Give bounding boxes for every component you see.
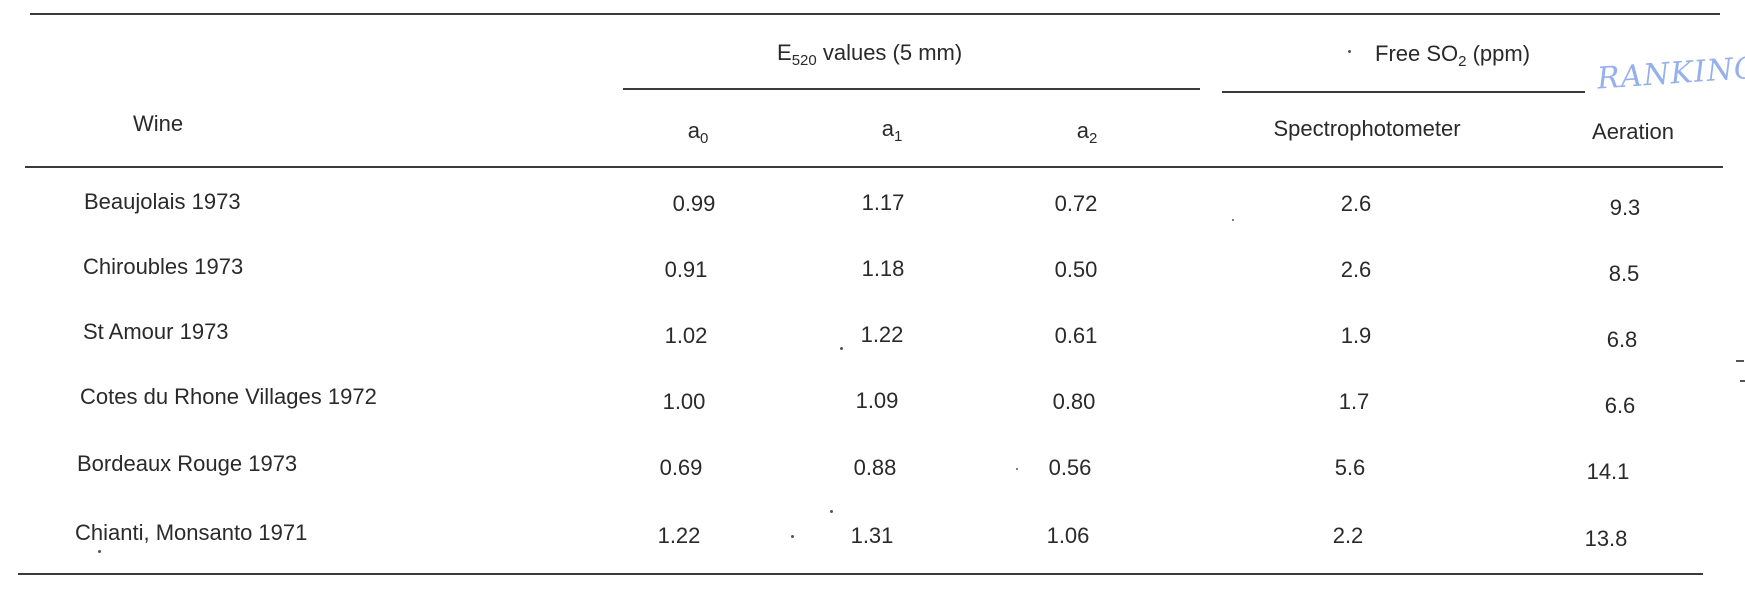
row-1-a1: 1.17 — [861, 190, 905, 215]
scan-speck — [830, 510, 833, 513]
row-6-a2: 1.06 — [1046, 523, 1090, 548]
row-4-a2: 0.80 — [1052, 389, 1096, 414]
scan-speck — [1736, 360, 1744, 362]
column-header-a0: a0 — [687, 118, 709, 147]
e520-subscript: 520 — [791, 52, 817, 69]
table-bottom-rule — [18, 573, 1703, 575]
row-1-a2: 0.72 — [1054, 191, 1098, 216]
row-4-a1: 1.09 — [855, 388, 899, 413]
column-header-a1: a1 — [881, 116, 903, 145]
row-2-a0: 0.91 — [664, 257, 708, 282]
row-2-a2: 0.50 — [1054, 257, 1098, 282]
row-1-spectrophotometer: 2.6 — [1340, 191, 1372, 216]
row-5-a0: 0.69 — [659, 455, 703, 480]
scan-speck — [1740, 380, 1745, 382]
so2-subscript: 2 — [1458, 53, 1467, 70]
handwritten-annotation: RANKING — [1595, 50, 1745, 97]
row-6-wine: Chianti, Monsanto 1971 — [75, 520, 308, 545]
row-2-aeration: 8.5 — [1608, 261, 1640, 286]
scan-speck — [1232, 219, 1234, 221]
row-3-spectrophotometer: 1.9 — [1340, 323, 1372, 348]
so2-suffix: (ppm) — [1466, 41, 1531, 66]
row-3-a0: 1.02 — [664, 323, 708, 348]
row-5-wine: Bordeaux Rouge 1973 — [77, 451, 298, 476]
column-header-aeration: Aeration — [1592, 119, 1674, 144]
column-header-a2: a2 — [1076, 118, 1098, 147]
row-3-wine: St Amour 1973 — [83, 319, 229, 344]
so2-prefix: Free SO — [1375, 41, 1459, 66]
so2-group-rule — [1222, 91, 1585, 93]
row-6-spectrophotometer: 2.2 — [1332, 523, 1364, 548]
row-5-a1: 0.88 — [853, 455, 897, 480]
row-6-a0: 1.22 — [657, 523, 701, 548]
row-5-a2: 0.56 — [1048, 455, 1092, 480]
e520-prefix: E — [777, 40, 792, 65]
row-5-spectrophotometer: 5.6 — [1334, 455, 1366, 480]
row-2-wine: Chiroubles 1973 — [83, 254, 244, 279]
row-2-a1: 1.18 — [861, 256, 905, 281]
table-top-rule — [30, 13, 1720, 15]
row-5-aeration: 14.1 — [1586, 459, 1630, 484]
column-header-wine: Wine — [133, 111, 184, 136]
row-1-a0: 0.99 — [672, 191, 716, 216]
scan-speck — [1348, 50, 1351, 53]
header-bottom-rule — [25, 166, 1723, 168]
row-6-aeration: 13.8 — [1584, 526, 1628, 551]
row-3-aeration: 6.8 — [1606, 327, 1638, 352]
scan-speck — [791, 535, 794, 538]
row-6-a1: 1.31 — [850, 523, 894, 548]
e520-group-rule — [623, 88, 1200, 90]
row-4-a0: 1.00 — [662, 389, 706, 414]
row-2-spectrophotometer: 2.6 — [1340, 257, 1372, 282]
row-3-a2: 0.61 — [1054, 323, 1098, 348]
row-1-aeration: 9.3 — [1609, 195, 1641, 220]
scan-speck — [1016, 468, 1018, 470]
e520-suffix: values (5 mm) — [816, 40, 963, 65]
scan-speck — [98, 550, 101, 553]
row-3-a1: 1.22 — [860, 322, 904, 347]
row-4-wine: Cotes du Rhone Villages 1972 — [80, 384, 377, 409]
so2-group-header: Free SO2 (ppm) — [1375, 41, 1530, 75]
scan-speck — [840, 347, 843, 350]
row-4-spectrophotometer: 1.7 — [1338, 389, 1370, 414]
e520-group-header: E520 values (5 mm) — [777, 40, 962, 74]
row-1-wine: Beaujolais 1973 — [84, 189, 241, 214]
row-4-aeration: 6.6 — [1604, 393, 1636, 418]
column-header-spectrophotometer: Spectrophotometer — [1273, 116, 1461, 141]
